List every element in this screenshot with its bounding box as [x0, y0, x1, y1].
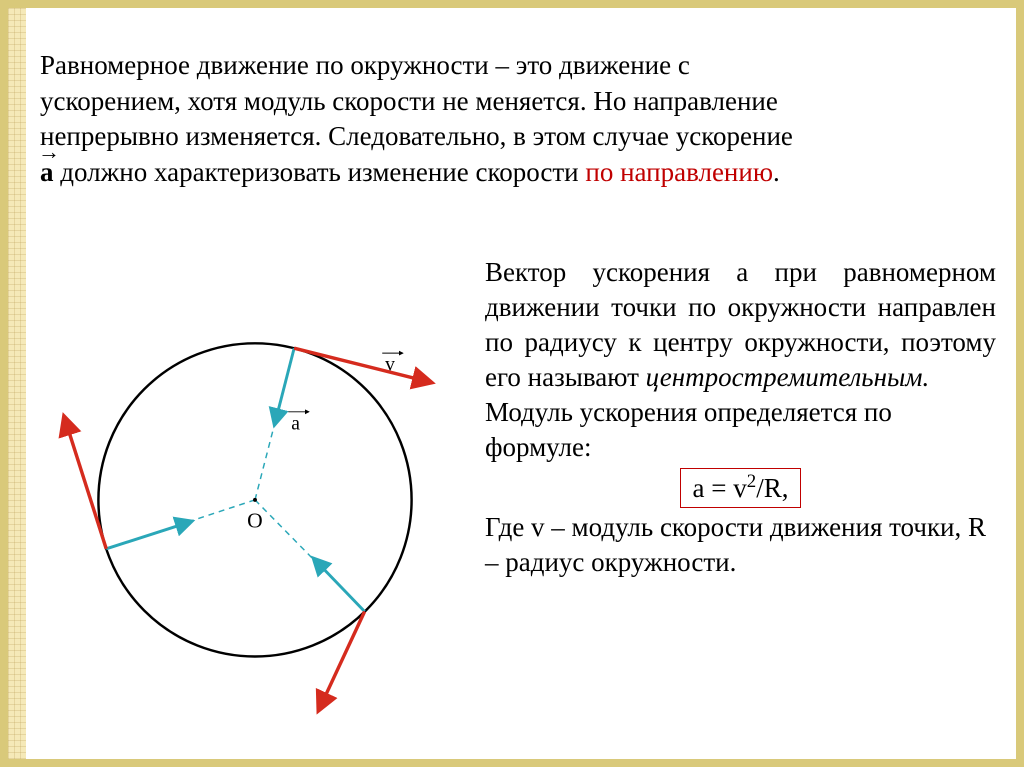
v-label-group: v — [382, 353, 403, 376]
paragraph-1: Равномерное движение по окружности – это… — [40, 48, 996, 191]
p2-emph: центростремительным. — [646, 362, 930, 392]
p1-line3: непрерывно изменяется. Следовательно, в … — [40, 121, 793, 151]
p1-line4-end: . — [773, 157, 780, 187]
center-dot — [253, 498, 257, 502]
circle-diagram: O v a — [40, 265, 470, 725]
formula-box: a = v2/R, — [680, 468, 802, 508]
paragraph-2a: Вектор ускорения а при равномерном движе… — [485, 255, 996, 395]
paragraph-2b: Модуль ускорения определяется по формуле… — [485, 395, 996, 465]
svg-text:a: a — [291, 413, 300, 434]
formula-row: a = v2/R, — [485, 466, 996, 510]
center-label: O — [247, 508, 263, 532]
vector-a-symbol: a — [40, 155, 54, 191]
accel-vector-right — [314, 559, 365, 612]
svg-text:v: v — [385, 355, 395, 376]
right-text-block: Вектор ускорения а при равномерном движе… — [485, 255, 996, 580]
p1-line4-red: по направлению — [585, 157, 773, 187]
p1-line1: Равномерное движение по окружности – это… — [40, 50, 690, 80]
p1-line4a: должно характеризовать изменение скорост… — [54, 157, 586, 187]
formula-text: a = v2/R, — [693, 473, 789, 503]
left-texture-strip — [8, 8, 26, 759]
vel-vector-right — [319, 611, 365, 710]
vel-vector-top — [294, 348, 431, 382]
lower-block: O v a Вектор ускорения а при равномерном… — [40, 265, 996, 747]
paragraph-2c: Где v – модуль скорости движения точки, … — [485, 510, 996, 580]
a-label-group: a — [288, 412, 309, 435]
accel-vector-left — [106, 521, 191, 548]
top-paragraph-block: Равномерное движение по окружности – это… — [40, 48, 996, 191]
p1-line2: ускорением, хотя модуль скорости не меня… — [40, 86, 778, 116]
